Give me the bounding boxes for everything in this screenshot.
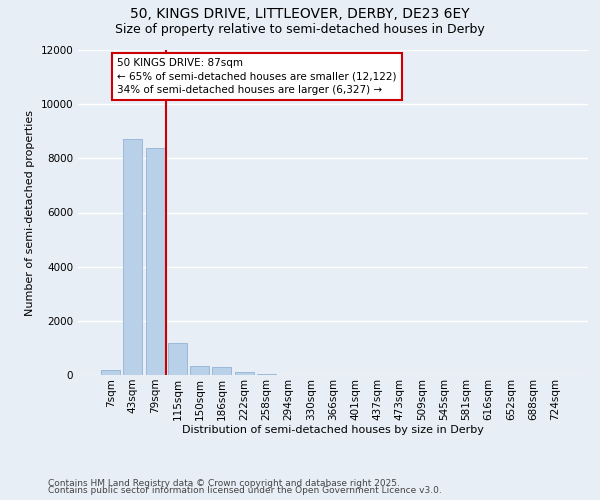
Bar [212,367,231,375]
X-axis label: Distribution of semi-detached houses by size in Derby: Distribution of semi-detached houses by … [182,426,484,436]
Text: Contains HM Land Registry data © Crown copyright and database right 2025.: Contains HM Land Registry data © Crown c… [48,478,400,488]
Bar [190,366,209,375]
Bar [235,372,254,375]
Bar [101,370,120,375]
Bar [124,140,142,375]
Y-axis label: Number of semi-detached properties: Number of semi-detached properties [25,110,35,316]
Bar [257,374,276,375]
Text: 50 KINGS DRIVE: 87sqm
← 65% of semi-detached houses are smaller (12,122)
34% of : 50 KINGS DRIVE: 87sqm ← 65% of semi-deta… [118,58,397,94]
Bar [168,342,187,375]
Text: Size of property relative to semi-detached houses in Derby: Size of property relative to semi-detach… [115,22,485,36]
Text: Contains public sector information licensed under the Open Government Licence v3: Contains public sector information licen… [48,486,442,495]
Bar [146,148,164,375]
Text: 50, KINGS DRIVE, LITTLEOVER, DERBY, DE23 6EY: 50, KINGS DRIVE, LITTLEOVER, DERBY, DE23… [130,8,470,22]
